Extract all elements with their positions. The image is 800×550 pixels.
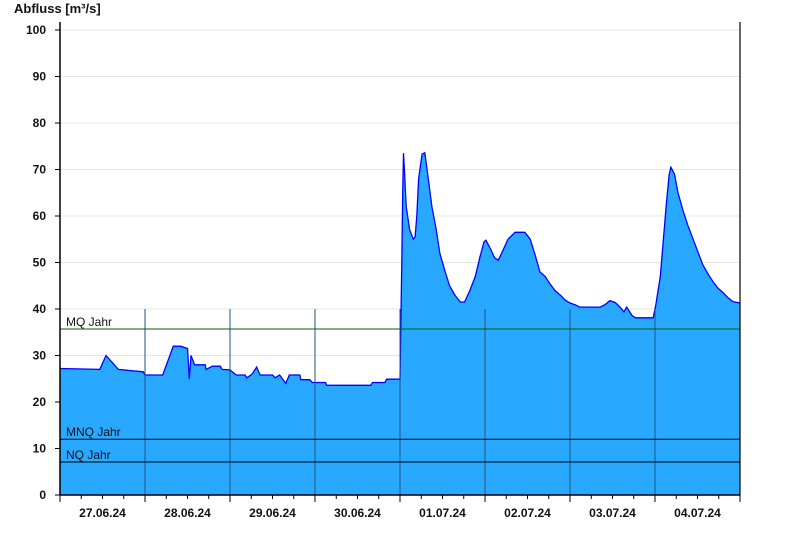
x-tick-label: 03.07.24 [589,506,636,520]
reference-label: NQ Jahr [66,448,111,462]
y-tick-label: 100 [26,23,46,37]
axes: 0 10 20 30 40 50 60 70 80 90 100 27.06.24 28.06.24 29… [26,22,741,520]
x-tick-label: 27.06.24 [79,506,126,520]
y-tick-label: 90 [33,70,47,84]
x-tick-label: 04.07.24 [674,506,721,520]
y-axis-label: Abfluss [m³/s] [14,1,101,16]
x-tick-label: 30.06.24 [334,506,381,520]
x-tick-label: 28.06.24 [164,506,211,520]
y-tick-label: 0 [39,488,46,502]
x-tick-label: 02.07.24 [504,506,551,520]
discharge-line [59,151,741,386]
x-tick-label: 29.06.24 [249,506,296,520]
reference-lines: MQ Jahr MNQ Jahr NQ Jahr [60,315,740,463]
y-tick-label: 10 [33,442,47,456]
x-tick-label: 01.07.24 [419,506,466,520]
y-tick-label: 20 [33,395,47,409]
y-tick-label: 50 [33,256,47,270]
day-separators [144,309,656,495]
y-tick-label: 30 [33,349,47,363]
y-tick-label: 60 [33,209,47,223]
y-tick-label: 70 [33,163,47,177]
reference-label: MQ Jahr [66,315,112,329]
y-tick-label: 80 [33,116,47,130]
y-tick-label: 40 [33,302,47,316]
reference-label: MNQ Jahr [66,425,121,439]
